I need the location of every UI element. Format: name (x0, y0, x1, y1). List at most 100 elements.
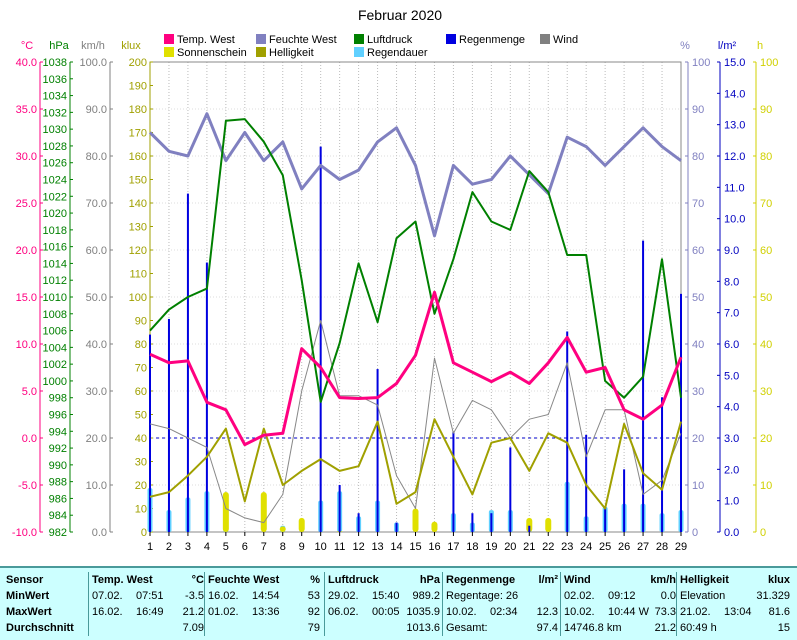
x-tick-label: 29 (675, 541, 687, 553)
pressure-axis-label: hPa (49, 40, 69, 52)
stats-cell-time: 02:34 (490, 606, 518, 618)
pressure-tick-label: 992 (49, 443, 67, 455)
rain-tick-label: 3.0 (724, 433, 739, 445)
stats-row: 7.09 (92, 620, 204, 636)
light-tick-label: 110 (129, 269, 147, 281)
stats-cell-date: 10.02. (564, 606, 595, 618)
stats-row: 10.02. 02:34 12.3 (446, 604, 558, 620)
stats-row: 79 (208, 620, 320, 636)
humidity-tick-label: 80 (692, 151, 704, 163)
pressure-tick-label: 1026 (43, 158, 67, 170)
light-tick-label: 20 (135, 480, 147, 492)
light-tick-label: 140 (129, 198, 147, 210)
legend-label: Sonnenschein (177, 47, 247, 59)
pressure-tick-label: 1022 (43, 191, 67, 203)
stats-separator (88, 572, 89, 636)
pressure-tick-label: 1032 (43, 107, 67, 119)
pressure-tick-label: 1028 (43, 141, 67, 153)
temperature-line (149, 290, 683, 447)
wind-axis-label: km/h (81, 40, 105, 52)
wind-tick-label: 80.0 (86, 151, 107, 163)
pressure-tick-label: 990 (49, 460, 67, 472)
stats-row: 16.02. 16:49 21.2 (92, 604, 204, 620)
stats-row: 1013.6 (328, 620, 440, 636)
row-label-min: MinWert (6, 590, 50, 602)
hours-tick-label: 100 (760, 57, 778, 69)
x-tick-label: 15 (409, 541, 421, 553)
stats-row: Regentage: 26 (446, 588, 558, 604)
stats-cell-value: 79 (307, 622, 320, 634)
temp-tick-label: 30.0 (16, 151, 37, 163)
wind-tick-label: 20.0 (86, 433, 107, 445)
humidity-tick-label: 90 (692, 104, 704, 116)
stats-cell-time: 09:12 (608, 590, 636, 602)
rain-tick-label: 8.0 (724, 276, 739, 288)
rain-tick-label: 14.0 (724, 88, 745, 100)
stats-block-header: Temp. West °C (92, 572, 204, 588)
light-tick-label: 100 (129, 292, 147, 304)
rain-bar (680, 293, 682, 532)
rain-tick-label: 7.0 (724, 308, 739, 320)
pressure-tick-label: 1000 (43, 376, 67, 388)
sunshine-bar (298, 517, 305, 532)
temp-tick-label: 10.0 (16, 339, 37, 351)
stats-block-unit: hPa (419, 574, 440, 586)
legend-swatch (540, 34, 550, 44)
stats-block: Helligkeit klux Elevation 31.329 21.02. 13:04… (680, 568, 790, 640)
hours-tick-label: 0 (760, 527, 766, 539)
stats-cell-value: -3.5 (185, 590, 204, 602)
rain-tick-label: 5.0 (724, 370, 739, 382)
stats-separator (442, 572, 443, 636)
pressure-tick-label: 1030 (43, 124, 67, 136)
wind-tick-label: 40.0 (86, 339, 107, 351)
x-tick-label: 23 (561, 541, 573, 553)
pressure-tick-label: 994 (49, 426, 67, 438)
rain-bar (167, 318, 170, 532)
sunshine-bar (412, 508, 419, 532)
stats-cell-date: Gesamt: (446, 622, 488, 634)
stats-cell-date: 02.02. (564, 590, 595, 602)
pressure-tick-label: 1002 (43, 359, 67, 371)
stats-cell-time: 13:04 (724, 606, 752, 618)
stats-cell-time: 00:05 (372, 606, 400, 618)
stats-cell-date: 07.02. (92, 590, 123, 602)
pressure-tick-label: 996 (49, 410, 67, 422)
stats-block-header: Wind km/h (564, 572, 676, 588)
stats-cell-date: 16.02. (208, 590, 239, 602)
humidity-tick-label: 30 (692, 386, 704, 398)
temp-tick-label: -10.0 (12, 527, 37, 539)
hours-tick-label: 40 (760, 339, 772, 351)
x-tick-label: 8 (280, 541, 286, 553)
hours-tick-label: 80 (760, 151, 772, 163)
light-tick-label: 120 (129, 245, 147, 257)
humidity-tick-label: 60 (692, 245, 704, 257)
stats-row: 10.02. 10:44 W 73.3 (564, 604, 676, 620)
rain-tick-label: 4.0 (724, 402, 739, 414)
x-tick-label: 2 (166, 541, 172, 553)
stats-cell-time: 16:49 (136, 606, 164, 618)
rain-tick-label: 9.0 (724, 245, 739, 257)
temp-tick-label: 20.0 (16, 245, 37, 257)
light-tick-label: 0 (141, 527, 147, 539)
temp-tick-label: 40.0 (16, 57, 37, 69)
light-tick-label: 50 (135, 410, 147, 422)
x-tick-label: 18 (466, 541, 478, 553)
stats-separator (204, 572, 205, 636)
x-tick-label: 19 (485, 541, 497, 553)
legend-label: Temp. West (177, 34, 235, 46)
legend-swatch (164, 47, 174, 57)
pressure-tick-label: 1038 (43, 57, 67, 69)
stats-block: Temp. West °C 07.02. 07:51 -3.5 16.02. 16:49 21… (92, 568, 204, 640)
rain-bar (319, 146, 322, 532)
pressure-tick-label: 1036 (43, 74, 67, 86)
stats-block-header: Helligkeit klux (680, 572, 790, 588)
legend-swatch (256, 47, 266, 57)
brightness-line (149, 418, 682, 510)
x-tick-label: 14 (390, 541, 402, 553)
stats-cell-time: 07:51 (136, 590, 164, 602)
hours-tick-label: 10 (760, 480, 772, 492)
stats-row: 14746.8 km 21.2 (564, 620, 676, 636)
stats-block-unit: l/m² (538, 574, 558, 586)
x-tick-label: 16 (428, 541, 440, 553)
light-tick-label: 170 (129, 128, 147, 140)
